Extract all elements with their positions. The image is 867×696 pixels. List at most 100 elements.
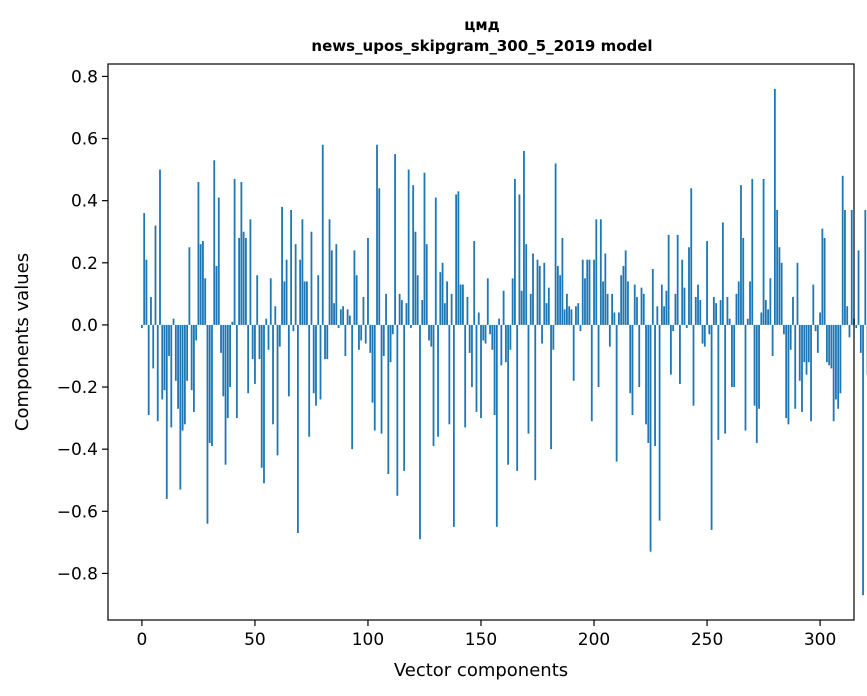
bar-256 xyxy=(719,300,722,325)
bar-45 xyxy=(242,231,245,325)
bar-133 xyxy=(441,262,444,325)
bar-155 xyxy=(491,324,494,350)
bar-46 xyxy=(244,237,247,325)
y-axis-label: Components values xyxy=(12,253,33,431)
bar-306 xyxy=(832,324,835,422)
bar-303 xyxy=(825,324,828,363)
bar-80 xyxy=(321,144,324,325)
bar-8 xyxy=(159,169,161,325)
bar-213 xyxy=(622,265,625,325)
y-tick-label: 0.8 xyxy=(71,67,98,87)
bar-47 xyxy=(247,324,250,394)
bar-310 xyxy=(841,175,844,325)
bar-163 xyxy=(509,324,512,350)
bar-296 xyxy=(810,324,812,422)
bar-227 xyxy=(654,324,656,447)
bar-5 xyxy=(152,324,155,369)
bar-150 xyxy=(480,324,482,419)
y-tick-label: −0.4 xyxy=(57,440,98,460)
bar-239 xyxy=(681,259,684,325)
bar-219 xyxy=(636,296,638,325)
x-axis-label: Vector components xyxy=(394,660,568,681)
bar-206 xyxy=(606,293,609,325)
bar-79 xyxy=(319,324,322,400)
bar-49 xyxy=(251,324,254,360)
bar-300 xyxy=(819,312,821,325)
bar-102 xyxy=(371,324,374,403)
bar-24 xyxy=(195,324,198,341)
bar-250 xyxy=(706,241,708,325)
bar-212 xyxy=(620,275,623,325)
bar-97 xyxy=(360,324,363,341)
bar-56 xyxy=(267,324,270,350)
bar-255 xyxy=(717,324,720,440)
bar-288 xyxy=(792,296,794,325)
bar-121 xyxy=(414,231,417,325)
bar-193 xyxy=(577,303,580,325)
chart-title-line-2: news_upos_skipgram_300_5_2019 model xyxy=(311,37,652,55)
bar-210 xyxy=(615,324,618,462)
bar-184 xyxy=(556,265,559,325)
bar-291 xyxy=(798,324,801,381)
bar-295 xyxy=(807,324,810,363)
y-tick-label: 0.6 xyxy=(71,130,98,150)
chart-title-line-1: цмд xyxy=(464,16,500,34)
bar-103 xyxy=(373,324,376,431)
x-tick-label: 50 xyxy=(244,630,266,650)
bar-60 xyxy=(276,324,279,456)
bar-93 xyxy=(351,324,354,450)
bar-92 xyxy=(348,315,351,325)
bar-260 xyxy=(728,318,731,325)
bar-238 xyxy=(679,324,681,384)
bar-143 xyxy=(464,324,467,428)
bar-195 xyxy=(581,259,584,325)
bar-57 xyxy=(269,278,272,325)
bar-287 xyxy=(789,324,792,350)
bar-171 xyxy=(527,324,530,434)
bar-190 xyxy=(570,309,573,325)
bar-235 xyxy=(672,324,675,332)
bar-76 xyxy=(312,324,315,394)
bar-98 xyxy=(362,296,365,325)
bar-242 xyxy=(688,247,690,325)
bar-258 xyxy=(724,324,727,434)
bar-180 xyxy=(547,287,550,325)
bar-37 xyxy=(224,324,227,465)
y-tick-label: 0.4 xyxy=(71,192,98,212)
bar-158 xyxy=(498,318,500,325)
y-axis-ticks: −0.8 −0.6 −0.4 −0.2 0.0 0.2 0.4 0.6 0.8 xyxy=(57,67,108,584)
bar-85 xyxy=(333,303,335,325)
bar-201 xyxy=(595,219,598,325)
x-tick-label: 250 xyxy=(691,630,723,650)
bar-122 xyxy=(416,275,419,325)
bar-243 xyxy=(690,188,693,325)
bar-4 xyxy=(150,296,152,325)
bar-299 xyxy=(816,324,819,353)
bar-30 xyxy=(208,324,211,443)
bar-169 xyxy=(523,150,525,325)
bar-247 xyxy=(699,300,702,325)
y-tick-label: 0.0 xyxy=(71,316,98,336)
bar-289 xyxy=(794,324,797,409)
bar-59 xyxy=(274,306,277,325)
bar-114 xyxy=(398,293,401,325)
bar-271 xyxy=(753,324,756,406)
bar-111 xyxy=(391,324,394,335)
bar-266 xyxy=(742,237,745,325)
bar-186 xyxy=(561,237,564,325)
bar-138 xyxy=(452,324,455,527)
bar-226 xyxy=(651,269,654,325)
bar-290 xyxy=(796,262,799,325)
bar-245 xyxy=(694,296,697,325)
bar-26 xyxy=(199,244,202,325)
bar-234 xyxy=(669,324,672,375)
bar-78 xyxy=(317,275,320,325)
bar-40 xyxy=(231,321,234,325)
bar-286 xyxy=(787,324,790,425)
bar-19 xyxy=(183,324,186,425)
bar-12 xyxy=(168,324,170,356)
bar-209 xyxy=(613,312,616,325)
bar-318 xyxy=(859,324,862,353)
bar-23 xyxy=(193,324,195,412)
bar-21 xyxy=(188,247,191,325)
